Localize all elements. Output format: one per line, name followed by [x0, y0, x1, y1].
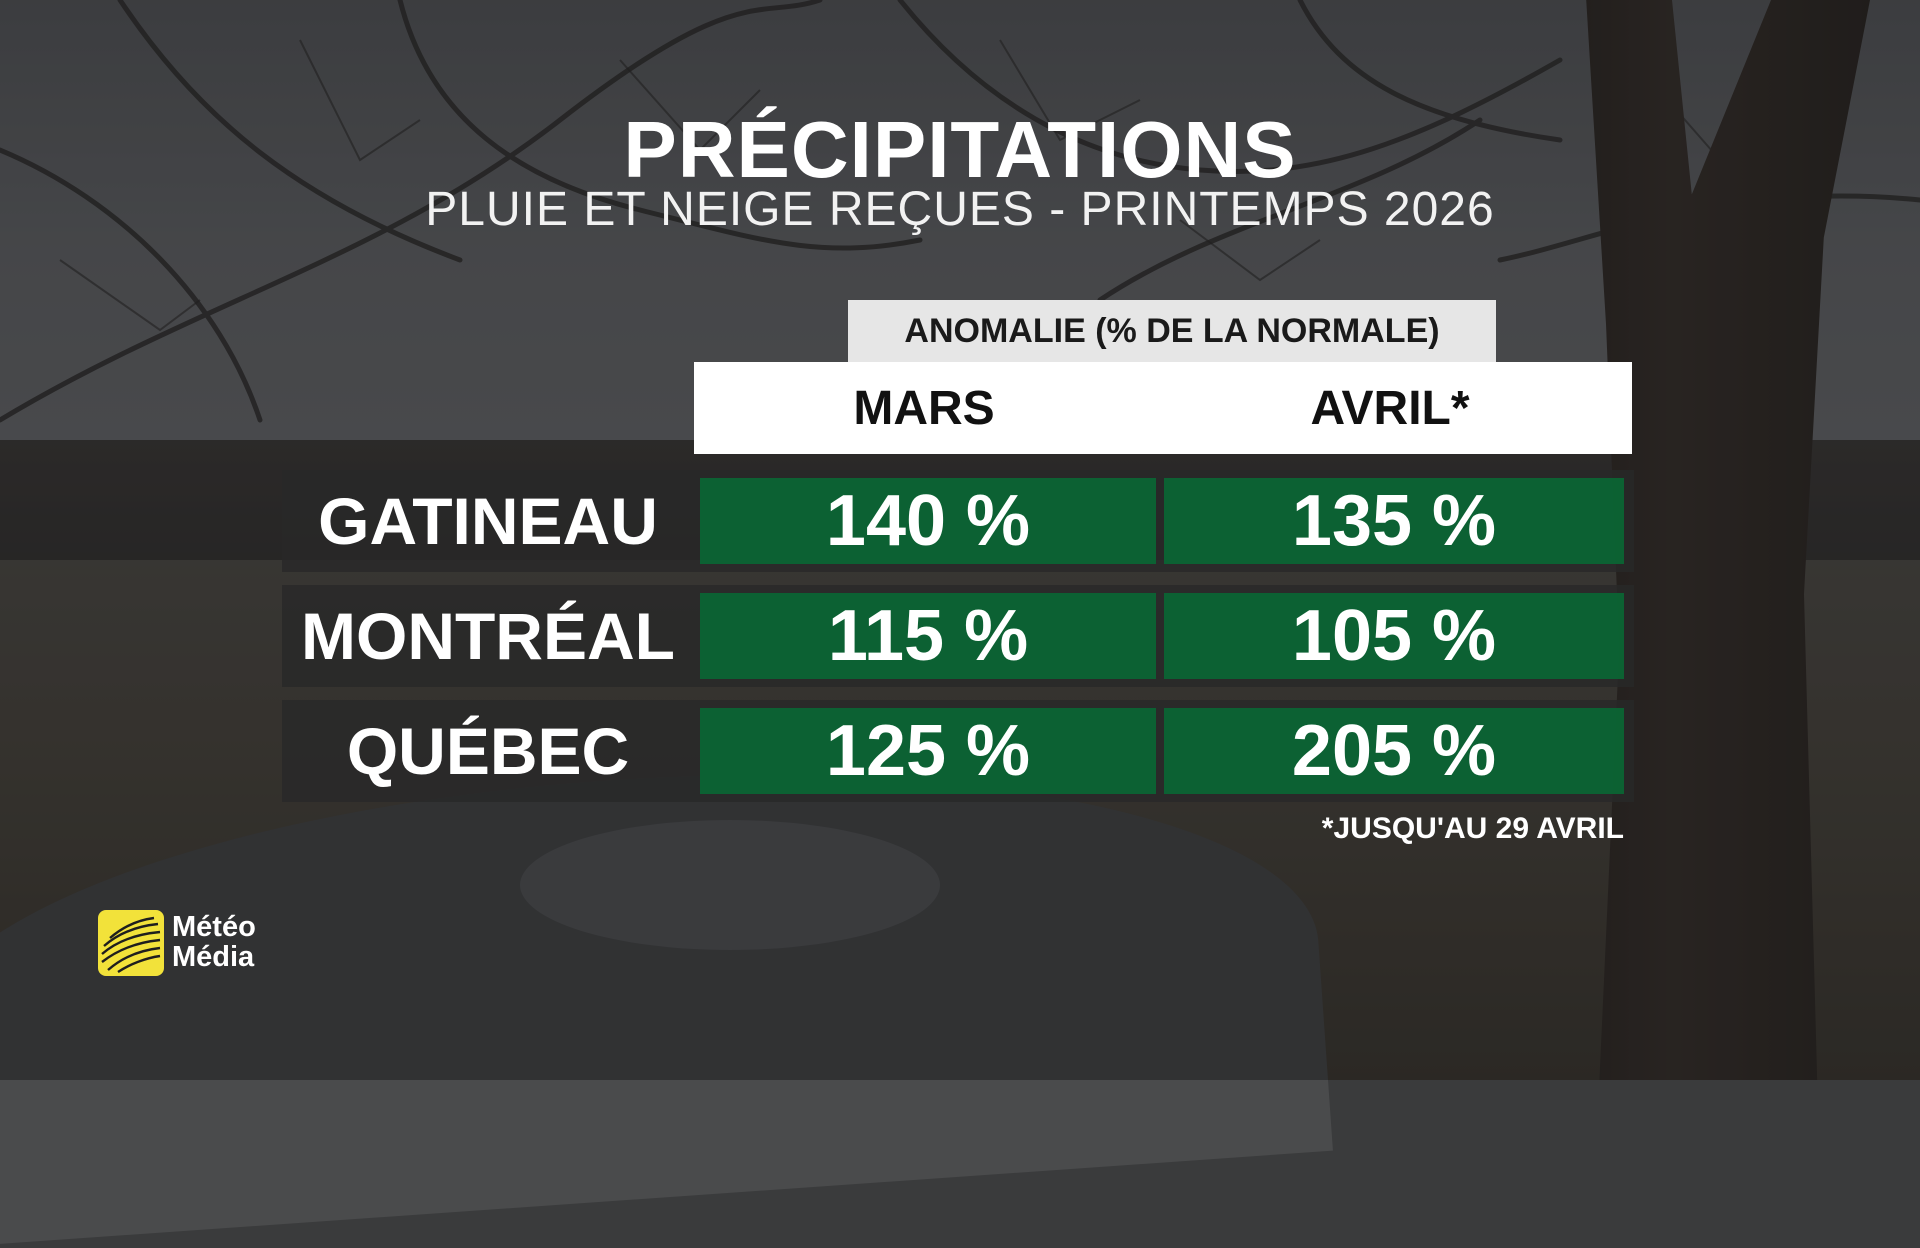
column-header-mars: MARS [853, 381, 995, 435]
footnote: *JUSQU'AU 29 AVRIL [1321, 812, 1624, 845]
row-city-label: GATINEAU [318, 484, 658, 558]
row-city-label: MONTRÉAL [301, 599, 675, 673]
meteomedia-logo: Météo Média [98, 910, 288, 980]
cell-mars-value: 140 % [700, 478, 1156, 564]
page-title: PRÉCIPITATIONS [623, 105, 1297, 194]
background-branches [0, 0, 1920, 423]
cell-mars-value: 115 % [700, 593, 1156, 679]
page-subtitle: PLUIE ET NEIGE REÇUES - PRINTEMPS 2026 [425, 183, 1495, 236]
table-row-gatineau: GATINEAU 140 % 135 % [282, 470, 1634, 572]
column-header-avril: AVRIL* [1310, 381, 1470, 435]
table-row-quebec: QUÉBEC 125 % 205 % [282, 700, 1634, 802]
cell-avril-value: 135 % [1164, 478, 1624, 564]
table-row-montreal: MONTRÉAL 115 % 105 % [282, 585, 1634, 687]
cell-mars-value: 125 % [700, 708, 1156, 794]
cell-avril-value: 105 % [1164, 593, 1624, 679]
cell-avril-value: 205 % [1164, 708, 1624, 794]
logo-wordmark: Météo Média [172, 912, 256, 972]
logo-line-1: Météo [172, 911, 256, 943]
globe-icon [98, 910, 164, 976]
anomaly-group-label: ANOMALIE (% DE LA NORMALE) [848, 300, 1496, 362]
background-puddle [520, 820, 940, 950]
logo-line-2: Média [172, 941, 255, 973]
row-city-label: QUÉBEC [346, 714, 630, 788]
column-header-bar [694, 362, 1632, 454]
